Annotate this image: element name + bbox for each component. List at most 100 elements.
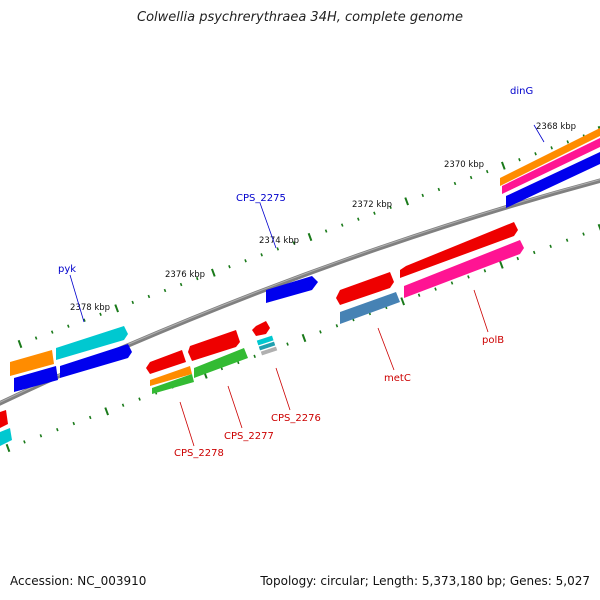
outer-ring-minor-tick <box>228 265 231 269</box>
tick-label-2370: 2370 kbp <box>444 160 484 170</box>
tick-label-2378: 2378 kbp <box>70 303 110 313</box>
tick-label-2374: 2374 kbp <box>259 236 299 246</box>
gene-CPS_2276-teal[interactable] <box>258 341 276 351</box>
gene-label-dinG: dinG <box>510 86 533 97</box>
outer-ring-minor-tick <box>179 282 183 287</box>
inner-ring-minor-tick <box>56 427 59 432</box>
outer-ring-minor-tick <box>276 247 280 251</box>
inner-ring-major-tick <box>104 407 109 416</box>
outer-ring-minor-tick <box>195 276 199 281</box>
inner-ring-minor-tick <box>23 440 26 444</box>
outer-ring-minor-tick <box>292 241 296 245</box>
inner-ring-minor-tick <box>549 244 552 249</box>
inner-ring-minor-tick <box>253 354 256 359</box>
inner-ring-major-tick <box>301 333 307 343</box>
inner-ring-minor-tick <box>434 287 437 291</box>
outer-ring-major-tick <box>114 304 119 313</box>
outer-ring-minor-tick <box>340 223 344 227</box>
outer-ring-minor-tick <box>147 294 151 299</box>
outer-ring-minor-tick <box>566 140 570 144</box>
reverse-genes <box>0 222 524 446</box>
outer-scale-ring <box>17 125 600 349</box>
outer-ring-minor-tick <box>534 152 537 156</box>
outer-ring-minor-tick <box>485 169 489 174</box>
gene-metC-steel[interactable] <box>340 292 400 324</box>
inner-ring-minor-tick <box>565 238 569 242</box>
tick-label-2376: 2376 kbp <box>165 270 205 280</box>
inner-ring-minor-tick <box>335 324 339 328</box>
outer-ring-minor-tick <box>469 175 473 180</box>
inner-ring-minor-tick <box>467 275 470 279</box>
outer-ring-minor-tick <box>50 330 54 334</box>
inner-ring-minor-tick <box>483 269 487 273</box>
outer-ring-major-tick <box>307 232 313 242</box>
gene-CPS_2277-red[interactable] <box>188 330 240 361</box>
accession-text: Accession: NC_003910 <box>10 574 147 588</box>
gene-CPS_2278-orange[interactable] <box>150 366 192 386</box>
outer-ring-minor-tick <box>373 211 376 215</box>
label-leaders <box>69 124 545 447</box>
outer-ring-minor-tick <box>357 217 360 221</box>
gene-polB-red[interactable] <box>400 222 518 278</box>
outer-ring-major-tick <box>501 161 506 170</box>
gene-CPS_2278-red[interactable] <box>146 350 186 374</box>
gene-label-CPS_2277: CPS_2277 <box>224 431 274 442</box>
inner-ring-major-tick <box>400 297 405 306</box>
genome-summary-text: Topology: circular; Length: 5,373,180 bp… <box>260 574 590 588</box>
gene-polB-magenta[interactable] <box>404 240 524 298</box>
gene-CPS_2275[interactable] <box>266 276 318 303</box>
outer-ring-major-tick <box>211 268 216 277</box>
gene-label-CPS_2278: CPS_2278 <box>174 448 224 459</box>
outer-ring-minor-tick <box>437 187 441 192</box>
gene-metC-red[interactable] <box>336 272 394 305</box>
outer-ring-minor-tick <box>389 205 392 209</box>
outer-ring-minor-tick <box>67 324 70 328</box>
outer-ring-minor-tick <box>421 193 425 198</box>
gene-label-metC: metC <box>384 373 411 384</box>
gene-label-CPS_2275: CPS_2275 <box>236 193 286 204</box>
outer-ring-major-tick <box>597 125 600 133</box>
outer-ring-minor-tick <box>324 229 328 233</box>
outer-ring-minor-tick <box>550 146 553 150</box>
forward-genes <box>10 128 600 392</box>
outer-ring-minor-tick <box>34 336 38 340</box>
inner-ring-minor-tick <box>88 415 92 420</box>
gene-label-pyk: pyk <box>58 264 76 275</box>
inner-ring-minor-tick <box>450 281 454 285</box>
tick-label-2368: 2368 kbp <box>536 122 576 132</box>
gene-pyk-blue[interactable] <box>60 344 132 378</box>
gene-left-red[interactable] <box>0 410 8 428</box>
gene-left-cyan[interactable] <box>0 428 12 446</box>
outer-ring-minor-tick <box>260 253 263 257</box>
inner-ring-minor-tick <box>39 434 43 438</box>
gene-CPS_2278-green[interactable] <box>152 374 194 394</box>
gene-pyk-cyan[interactable] <box>56 326 128 360</box>
gene-left-blue[interactable] <box>14 366 58 392</box>
gene-CPS_2277-green[interactable] <box>194 348 248 378</box>
inner-ring-minor-tick <box>286 342 289 346</box>
gene-dinG-magenta[interactable] <box>502 138 600 194</box>
inner-ring-minor-tick <box>582 232 585 236</box>
inner-ring-minor-tick <box>417 293 421 297</box>
inner-ring-major-tick <box>597 223 600 231</box>
outer-ring-major-tick <box>404 197 409 206</box>
outer-ring-minor-tick <box>518 158 521 162</box>
gene-CPS_2276-red[interactable] <box>252 321 270 336</box>
inner-ring-minor-tick <box>121 403 125 407</box>
gene-dinG-blue[interactable] <box>506 152 600 208</box>
outer-ring-minor-tick <box>163 288 167 293</box>
gene-CPS_2276-cyan[interactable] <box>256 335 274 346</box>
inner-ring-major-tick <box>499 260 504 269</box>
gene-left-orange[interactable] <box>10 350 54 376</box>
gene-dinG-orange[interactable] <box>500 128 600 186</box>
gene-CPS_2276-grey[interactable] <box>260 346 278 356</box>
gene-label-polB: polB <box>482 335 504 346</box>
outer-ring-minor-tick <box>453 181 457 186</box>
inner-scale-ring <box>5 223 600 453</box>
outer-ring-minor-tick <box>83 318 86 322</box>
map-title: Colwellia psychrerythraea 34H, complete … <box>137 10 463 25</box>
tick-label-2372: 2372 kbp <box>352 200 392 210</box>
inner-ring-minor-tick <box>532 250 536 255</box>
inner-ring-minor-tick <box>516 256 520 261</box>
